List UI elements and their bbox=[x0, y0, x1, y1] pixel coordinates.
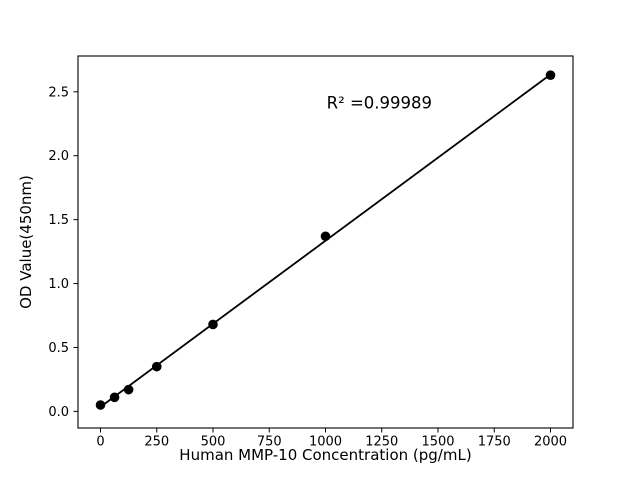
y-axis-tick-label: 2.0 bbox=[48, 149, 69, 164]
y-axis-tick-label: 2.5 bbox=[48, 85, 69, 100]
x-axis-tick-label: 1750 bbox=[478, 435, 511, 450]
data-point bbox=[95, 400, 106, 410]
x-axis-tick-label: 500 bbox=[201, 435, 226, 450]
x-axis-label: Human MMP-10 Concentration (pg/mL) bbox=[179, 446, 471, 464]
axes-frame bbox=[77, 55, 574, 429]
data-point bbox=[109, 392, 120, 403]
y-axis-label: OD Value(450nm) bbox=[17, 175, 35, 309]
data-point bbox=[208, 319, 218, 330]
data-point bbox=[320, 231, 331, 242]
data-point bbox=[545, 70, 556, 80]
x-axis-tick-label: 750 bbox=[257, 435, 282, 450]
x-axis-tick-label: 0 bbox=[96, 435, 104, 450]
y-axis-tick-label: 0.5 bbox=[48, 341, 69, 356]
y-axis-tick-label: 1.0 bbox=[48, 277, 69, 292]
y-axis-tick-label: 1.5 bbox=[48, 213, 69, 228]
data-point bbox=[123, 384, 134, 395]
y-axis-tick-label: 0.0 bbox=[48, 405, 69, 420]
x-axis-tick-label: 250 bbox=[144, 435, 169, 450]
x-axis-tick-label: 1000 bbox=[309, 435, 342, 450]
x-axis-tick-label: 1250 bbox=[365, 435, 398, 450]
r-squared-annotation: R² =0.99989 bbox=[327, 93, 432, 112]
x-axis-tick-label: 2000 bbox=[534, 435, 567, 450]
data-point bbox=[151, 361, 162, 372]
x-axis-tick-label: 1500 bbox=[421, 435, 454, 450]
